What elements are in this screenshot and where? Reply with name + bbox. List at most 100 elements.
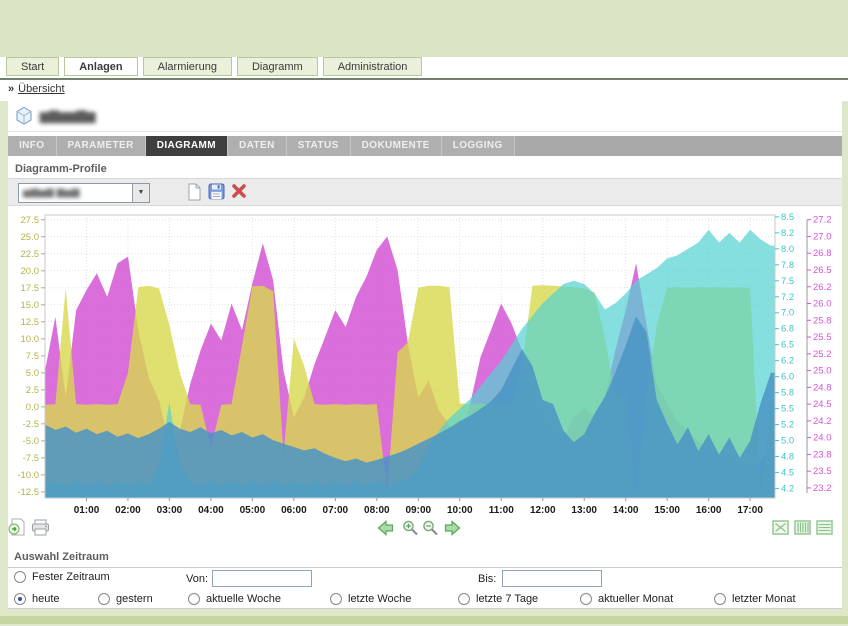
sub-tab-logging[interactable]: LOGGING: [441, 136, 515, 156]
new-document-icon[interactable]: [186, 183, 202, 206]
profile-toolbar-row: ▅▆▅▆ ▆▅▆ ▼: [8, 178, 842, 206]
x-tick-label: 11:00: [489, 505, 514, 516]
save-icon[interactable]: [208, 183, 225, 205]
radio-label: aktuelle Woche: [206, 593, 282, 605]
delete-icon[interactable]: [231, 183, 247, 204]
x-tick-label: 02:00: [115, 505, 141, 516]
left-tick-label: 2.5: [26, 385, 39, 396]
sub-tab-diagramm[interactable]: DIAGRAMM: [145, 136, 229, 156]
arrow-left-icon[interactable]: [377, 520, 394, 541]
left-tick-label: 27.5: [21, 215, 40, 226]
main-nav-strip: Start Anlagen Alarmierung Diagramm Administr…: [0, 57, 848, 78]
x-tick-label: 17:00: [737, 505, 763, 516]
radio-icon[interactable]: [458, 593, 470, 605]
main-tab-administration[interactable]: Administration: [322, 57, 423, 76]
left-tick-label: -10.0: [17, 470, 39, 481]
profile-select[interactable]: ▅▆▅▆ ▆▅▆ ▼: [18, 183, 150, 203]
x-tick-label: 04:00: [198, 505, 224, 516]
radio-icon[interactable]: [98, 593, 110, 605]
radio-letzter-monat[interactable]: letzter Monat: [714, 593, 796, 605]
right-inner-tick-label: 6.2: [781, 356, 794, 367]
right-outer-tick-label: 26.0: [813, 299, 832, 310]
main-tab-start[interactable]: Start: [6, 57, 60, 76]
right-outer-tick-label: 26.2: [813, 282, 832, 293]
sub-tab-parameter[interactable]: PARAMETER: [56, 136, 146, 156]
radio-label: gestern: [116, 593, 153, 605]
x-tick-label: 15:00: [654, 505, 680, 516]
radio-icon[interactable]: [188, 593, 200, 605]
radio-letzte-woche[interactable]: letzte Woche: [330, 593, 411, 605]
radio-icon[interactable]: [14, 593, 26, 605]
sub-nav-tabs: INFO PARAMETER DIAGRAMM DATEN STATUS DOKUMENT…: [8, 136, 842, 156]
left-tick-label: 17.5: [21, 283, 40, 294]
diagram-chart[interactable]: 27.5 25.0 22.5 20.0 17.5 15.0 12.5 10.0 7.5 5.0 2.…: [0, 208, 848, 516]
radio-aktuelle-woche[interactable]: aktuelle Woche: [188, 593, 281, 605]
sub-tab-info[interactable]: INFO: [8, 136, 57, 156]
zeitraum-presets-row: heute gestern aktuelle Woche letzte Woche le…: [8, 590, 842, 609]
right-outer-tick-label: 24.5: [813, 399, 832, 410]
radio-label: Fester Zeitraum: [32, 571, 110, 583]
right-inner-tick-label: 8.0: [781, 244, 794, 255]
bis-input[interactable]: [502, 570, 602, 587]
breadcrumb-strip: » Übersicht: [0, 80, 848, 101]
radio-icon[interactable]: [14, 571, 26, 583]
left-tick-label: -2.5: [23, 419, 39, 430]
main-tab-anlagen[interactable]: Anlagen: [64, 57, 138, 76]
radio-aktueller-monat[interactable]: aktueller Monat: [580, 593, 673, 605]
right-outer-tick-label: 25.8: [813, 315, 832, 326]
radio-icon[interactable]: [330, 593, 342, 605]
x-tick-label: 08:00: [364, 505, 390, 516]
right-outer-tick-label: 23.8: [813, 449, 832, 460]
sub-tab-daten[interactable]: DATEN: [228, 136, 287, 156]
radio-letzte-7-tage[interactable]: letzte 7 Tage: [458, 593, 538, 605]
right-inner-tick-label: 5.5: [781, 404, 794, 415]
header-banner: [0, 0, 848, 57]
right-outer-tick-label: 24.2: [813, 416, 832, 427]
main-tab-diagramm[interactable]: Diagramm: [236, 57, 318, 76]
left-tick-label: 0.0: [26, 402, 39, 413]
footer-band: [0, 616, 848, 624]
main-nav-tabs: Start Anlagen Alarmierung Diagramm Administr…: [6, 57, 423, 76]
left-tick-label: 25.0: [21, 232, 40, 243]
export-icon[interactable]: [8, 518, 26, 542]
breadcrumb-link-uebersicht[interactable]: Übersicht: [18, 83, 65, 95]
right-outer-tick-label: 23.5: [813, 466, 832, 477]
main-tab-alarmierung[interactable]: Alarmierung: [142, 57, 232, 76]
zoom-out-icon[interactable]: [422, 520, 439, 541]
sub-tab-dokumente[interactable]: DOKUMENTE: [350, 136, 442, 156]
chevron-down-icon[interactable]: ▼: [132, 184, 149, 202]
radio-heute[interactable]: heute: [14, 593, 60, 605]
table-toggle-icon[interactable]: [816, 520, 833, 540]
sub-tab-status[interactable]: STATUS: [286, 136, 351, 156]
bis-label: Bis:: [478, 573, 497, 585]
left-tick-label: -7.5: [23, 453, 39, 464]
von-input[interactable]: [212, 570, 312, 587]
right-inner-tick-label: 5.0: [781, 436, 794, 447]
line-chart-toggle-icon[interactable]: [772, 520, 789, 540]
right-inner-tick-label: 8.2: [781, 228, 794, 239]
left-tick-label: 7.5: [26, 351, 39, 362]
right-outer-tick-label: 26.8: [813, 248, 832, 259]
blue-series: [45, 316, 775, 498]
radio-label: letzte Woche: [348, 593, 412, 605]
x-tick-label: 05:00: [240, 505, 266, 516]
radio-icon[interactable]: [580, 593, 592, 605]
right-outer-tick-label: 23.2: [813, 483, 832, 494]
right-inner-tick-label: 6.5: [781, 340, 794, 351]
von-label: Von:: [186, 573, 209, 585]
zoom-in-icon[interactable]: [402, 520, 419, 541]
left-tick-label: 15.0: [21, 300, 40, 311]
nav-divider: [0, 78, 848, 80]
site-title-row: ▆▇▆▆▇▆: [8, 101, 842, 132]
radio-icon[interactable]: [714, 593, 726, 605]
x-tick-label: 14:00: [613, 505, 639, 516]
right-outer-tick-label: 26.5: [813, 265, 832, 276]
radio-gestern[interactable]: gestern: [98, 593, 153, 605]
radio-fester-zeitraum[interactable]: Fester Zeitraum: [14, 571, 110, 583]
bar-chart-toggle-icon[interactable]: [794, 520, 811, 540]
zeitraum-heading: Auswahl Zeitraum: [14, 551, 109, 563]
print-icon[interactable]: [31, 519, 50, 541]
x-tick-label: 16:00: [696, 505, 722, 516]
arrow-right-icon[interactable]: [444, 520, 461, 541]
